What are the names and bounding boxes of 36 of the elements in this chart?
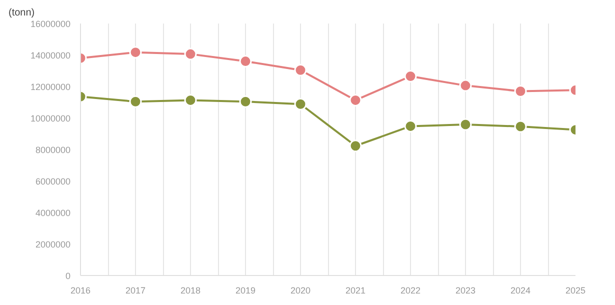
x-tick-label: 2017 — [125, 286, 146, 296]
point — [294, 64, 307, 76]
point — [459, 118, 472, 131]
x-tick-label: 2021 — [345, 286, 366, 296]
x-tick-label: 2025 — [565, 286, 586, 296]
point — [294, 98, 307, 110]
y-tick-label: 12000000 — [30, 82, 71, 92]
point — [239, 95, 252, 108]
y-tick-label: 4000000 — [35, 208, 71, 218]
x-tick-label: 2022 — [400, 286, 421, 296]
point — [184, 94, 197, 106]
point — [404, 120, 417, 132]
point — [514, 84, 527, 98]
y-tick-label: 16000000 — [30, 19, 71, 29]
point — [349, 94, 362, 106]
x-tick-label: 2019 — [235, 286, 256, 296]
point — [129, 95, 142, 108]
y-tick-label: 6000000 — [35, 176, 71, 186]
x-tick-label: 2023 — [455, 286, 476, 296]
x-tick-label: 2024 — [510, 286, 531, 296]
y-tick-label: 8000000 — [35, 145, 71, 155]
x-tick-label: 2020 — [290, 286, 311, 296]
point — [349, 140, 362, 152]
point — [404, 70, 417, 82]
point — [459, 79, 472, 92]
y-tick-label: 2000000 — [35, 240, 71, 250]
y-tick-label: 14000000 — [30, 50, 71, 60]
y-tick-label: 0 — [65, 271, 71, 281]
x-tick-label: 2016 — [70, 286, 91, 296]
point — [514, 120, 527, 133]
point — [239, 55, 252, 68]
point — [184, 48, 197, 60]
y-axis-title: (tonn) — [8, 8, 35, 18]
point — [129, 46, 142, 59]
y-tick-label: 10000000 — [30, 114, 71, 124]
x-tick-label: 2018 — [180, 286, 201, 296]
